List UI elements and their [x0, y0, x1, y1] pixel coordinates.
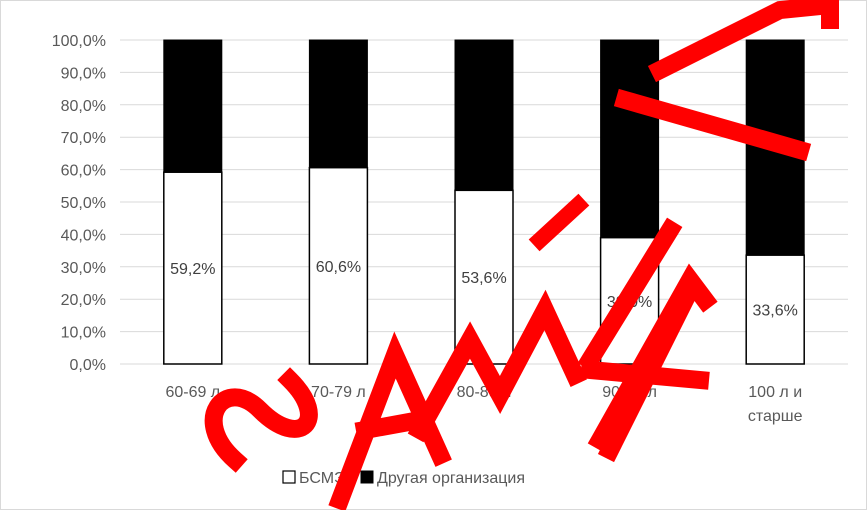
watermark-letter-e: [577, 217, 710, 390]
watermark-stroke-upper-left: [528, 193, 590, 252]
data-label-bsme: 33,6%: [753, 303, 798, 320]
legend-label-other-org: Другая организация: [377, 470, 525, 487]
legend-swatch-bsme: [282, 470, 296, 484]
bar-segment-other-org: [308, 39, 368, 169]
y-tick-label: 30,0%: [61, 260, 106, 277]
x-category-label: 60-69 л: [165, 384, 220, 401]
y-tick-label: 10,0%: [61, 325, 106, 342]
watermark-letter-l: [587, 263, 718, 453]
bar-segment-other-org: [600, 39, 660, 239]
y-tick-label: 40,0%: [61, 227, 106, 244]
x-category-label: 100 л и: [748, 384, 802, 401]
watermark-stroke-top: [647, 0, 839, 83]
y-tick-label: 80,0%: [61, 98, 106, 115]
bar-segment-other-org: [163, 39, 223, 173]
y-tick-label: 100,0%: [52, 33, 106, 50]
watermark-letter-m: [407, 289, 587, 443]
y-tick-label: 60,0%: [61, 163, 106, 180]
watermark-sample: [204, 0, 839, 510]
x-category-label: 70-79 л: [311, 384, 366, 401]
bars: [163, 39, 805, 365]
legend-label-bsme: БСМЭ: [299, 470, 346, 487]
legend: БСМЭ Другая организация: [282, 470, 525, 487]
data-label-bsme: 60,6%: [316, 259, 361, 276]
bar-segment-bsme: [163, 171, 223, 365]
watermark-letter-s: [204, 367, 318, 473]
data-label-bsme: 59,2%: [170, 261, 215, 278]
y-tick-label: 50,0%: [61, 195, 106, 212]
bar-segment-bsme: [745, 254, 805, 365]
y-axis-tick-labels: 0,0% 10,0% 20,0% 30,0% 40,0% 50,0% 60,0% 70,0% 8…: [52, 33, 106, 374]
y-tick-label: 20,0%: [61, 292, 106, 309]
bar-segment-other-org: [454, 39, 514, 191]
legend-swatch-other-org: [360, 470, 374, 484]
bar-segment-bsme: [308, 166, 369, 365]
y-tick-label: 90,0%: [61, 65, 106, 82]
data-label-bsme: 53,6%: [461, 270, 506, 287]
x-category-label: старше: [748, 408, 803, 425]
y-tick-label: 0,0%: [70, 357, 106, 374]
watermark-stroke-middle: [613, 88, 812, 162]
y-tick-label: 70,0%: [61, 130, 106, 147]
